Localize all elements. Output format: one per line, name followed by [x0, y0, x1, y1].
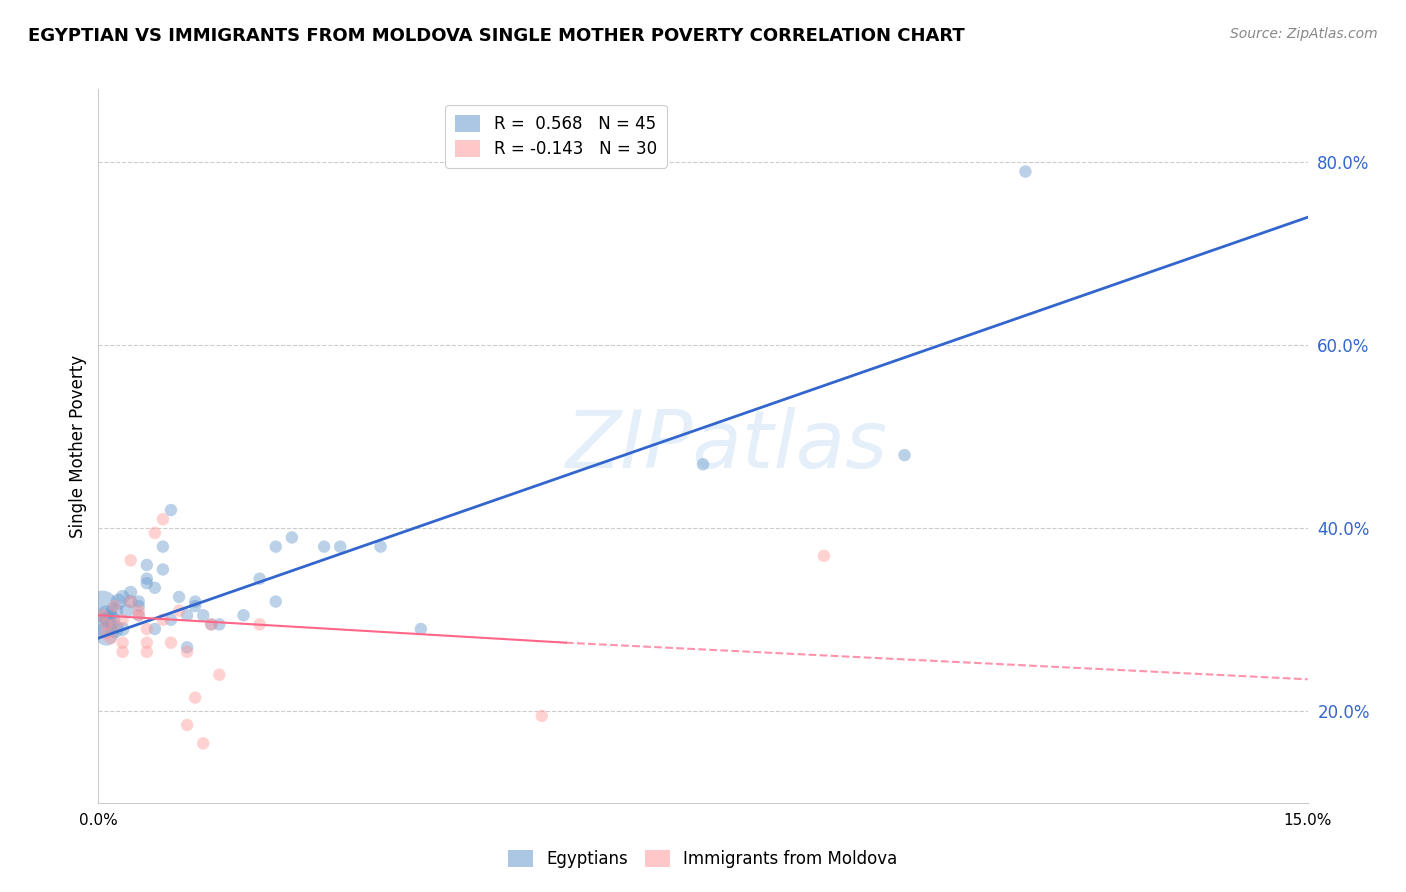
- Point: [128, 608, 150, 623]
- Point: [103, 617, 125, 632]
- Point: [184, 690, 207, 705]
- Point: [1014, 164, 1036, 178]
- Point: [200, 617, 222, 632]
- Point: [120, 553, 142, 567]
- Point: [160, 503, 183, 517]
- Point: [107, 594, 129, 608]
- Point: [111, 590, 134, 604]
- Point: [264, 540, 287, 554]
- Point: [128, 594, 150, 608]
- Point: [143, 622, 166, 636]
- Point: [176, 640, 198, 655]
- Point: [314, 540, 336, 554]
- Point: [167, 604, 190, 618]
- Point: [103, 622, 125, 636]
- Point: [135, 572, 157, 586]
- Point: [160, 613, 183, 627]
- Point: [176, 718, 198, 732]
- Point: [135, 636, 157, 650]
- Legend: Egyptians, Immigrants from Moldova: Egyptians, Immigrants from Moldova: [502, 843, 904, 875]
- Y-axis label: Single Mother Poverty: Single Mother Poverty: [69, 354, 87, 538]
- Point: [111, 636, 134, 650]
- Point: [167, 590, 190, 604]
- Point: [111, 613, 134, 627]
- Point: [264, 594, 287, 608]
- Point: [103, 604, 125, 618]
- Point: [249, 617, 271, 632]
- Point: [100, 613, 122, 627]
- Point: [813, 549, 835, 563]
- Point: [96, 608, 118, 623]
- Point: [193, 608, 215, 623]
- Point: [135, 622, 157, 636]
- Point: [200, 617, 222, 632]
- Point: [91, 608, 114, 623]
- Point: [184, 599, 207, 613]
- Point: [232, 608, 254, 623]
- Point: [135, 645, 157, 659]
- Point: [208, 617, 231, 632]
- Point: [370, 540, 392, 554]
- Point: [143, 525, 166, 540]
- Point: [281, 531, 304, 545]
- Point: [103, 599, 125, 613]
- Point: [120, 594, 142, 608]
- Point: [329, 540, 352, 554]
- Point: [893, 448, 915, 462]
- Text: ZIPatlas: ZIPatlas: [567, 407, 889, 485]
- Point: [152, 512, 174, 526]
- Point: [143, 581, 166, 595]
- Point: [120, 594, 142, 608]
- Point: [160, 636, 183, 650]
- Point: [152, 540, 174, 554]
- Point: [184, 594, 207, 608]
- Point: [115, 604, 138, 618]
- Point: [128, 599, 150, 613]
- Text: EGYPTIAN VS IMMIGRANTS FROM MOLDOVA SINGLE MOTHER POVERTY CORRELATION CHART: EGYPTIAN VS IMMIGRANTS FROM MOLDOVA SING…: [28, 27, 965, 45]
- Point: [135, 558, 157, 572]
- Point: [176, 645, 198, 659]
- Text: Source: ZipAtlas.com: Source: ZipAtlas.com: [1230, 27, 1378, 41]
- Point: [152, 613, 174, 627]
- Point: [692, 458, 714, 472]
- Point: [530, 709, 553, 723]
- Point: [128, 604, 150, 618]
- Point: [152, 562, 174, 576]
- Point: [94, 617, 117, 632]
- Point: [409, 622, 432, 636]
- Point: [193, 736, 215, 750]
- Point: [100, 631, 122, 645]
- Point: [249, 572, 271, 586]
- Point: [208, 667, 231, 681]
- Point: [135, 576, 157, 591]
- Point: [96, 617, 118, 632]
- Point: [96, 626, 118, 640]
- Point: [111, 645, 134, 659]
- Legend: R =  0.568   N = 45, R = -0.143   N = 30: R = 0.568 N = 45, R = -0.143 N = 30: [446, 104, 666, 168]
- Point: [96, 626, 118, 640]
- Point: [120, 585, 142, 599]
- Point: [91, 599, 114, 613]
- Point: [128, 608, 150, 623]
- Point: [176, 608, 198, 623]
- Point: [111, 622, 134, 636]
